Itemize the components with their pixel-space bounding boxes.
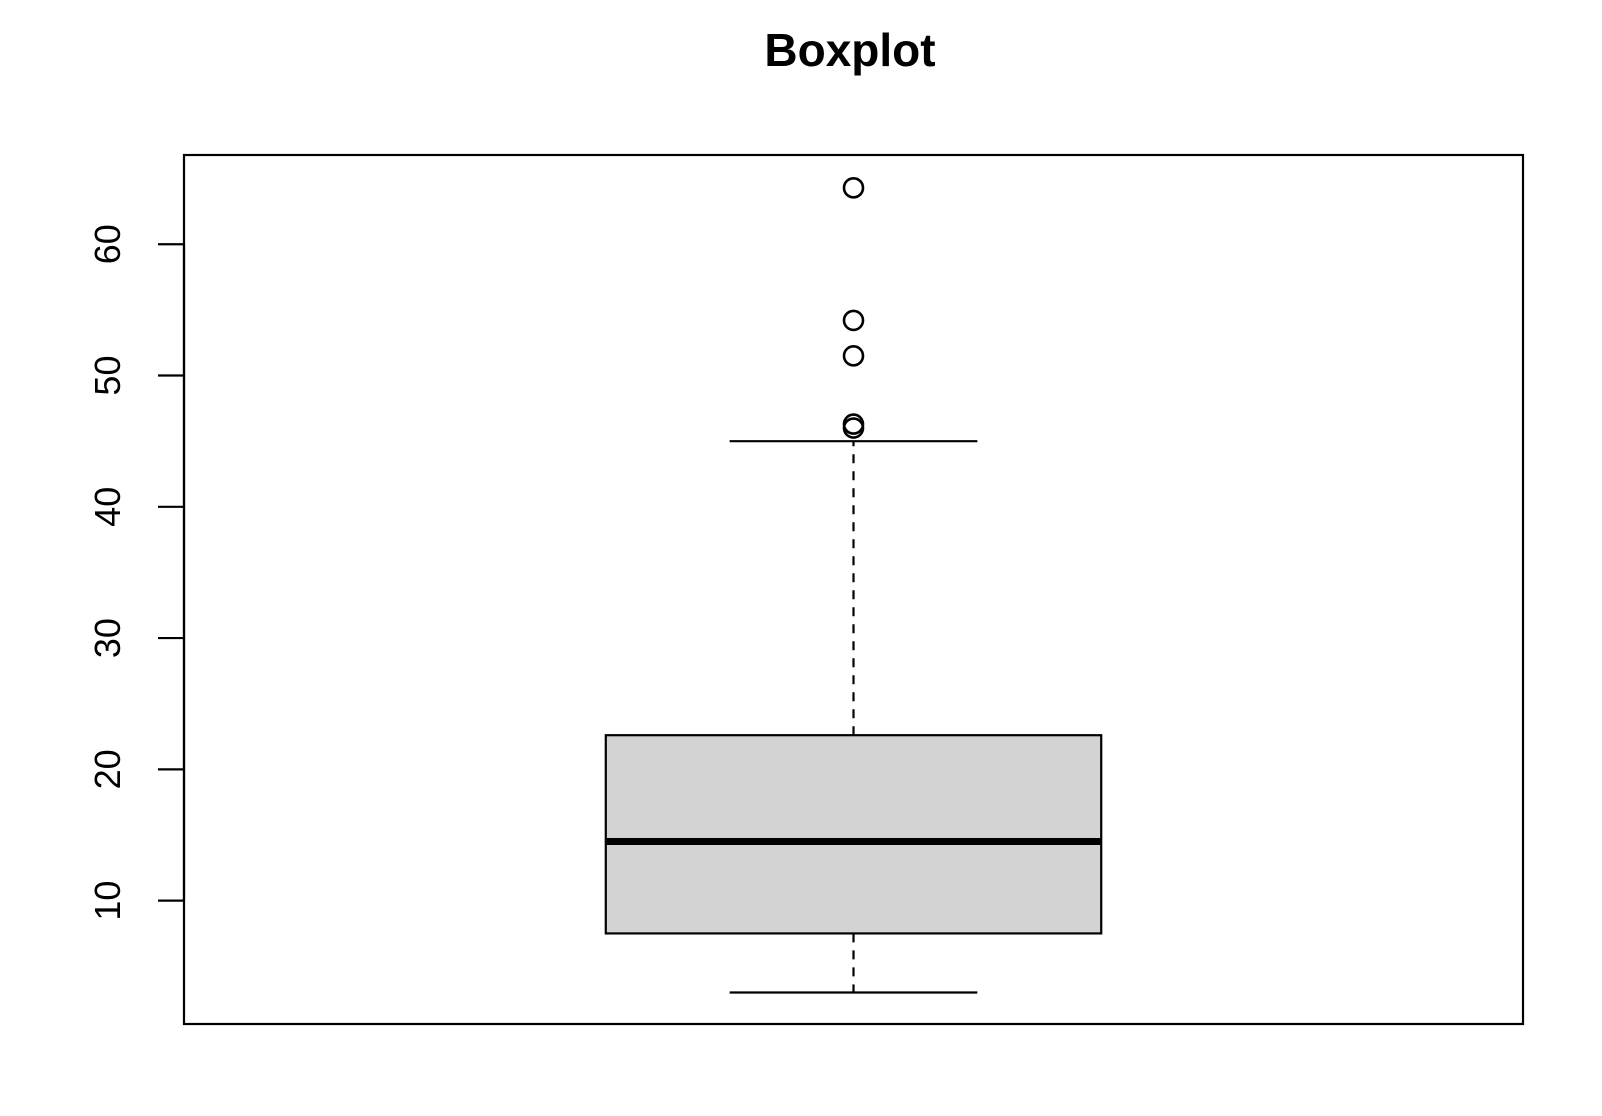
y-tick-label: 40: [87, 487, 128, 527]
y-tick-label: 60: [87, 224, 128, 264]
outlier-point: [842, 413, 865, 435]
box-group: [604, 177, 1103, 994]
iqr-box: [604, 734, 1103, 935]
chart-title: Boxplot: [764, 24, 935, 76]
y-tick-label: 50: [87, 356, 128, 396]
y-tick-label: 10: [87, 881, 128, 921]
outlier-point: [842, 309, 865, 332]
y-tick-label: 30: [87, 618, 128, 658]
outlier-point: [842, 177, 865, 199]
outlier-point: [842, 345, 865, 367]
y-tick-label: 20: [87, 749, 128, 789]
y-axis: 10 20 30 40 50 60: [87, 224, 186, 921]
